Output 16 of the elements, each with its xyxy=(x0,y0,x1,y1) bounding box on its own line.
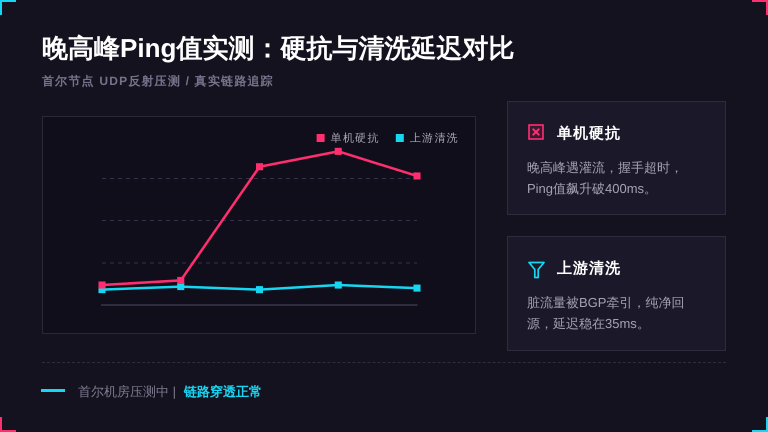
point xyxy=(413,172,421,180)
chart-title: 晚高峰Ping值实测：硬抗与清洗延迟对比 xyxy=(42,33,514,63)
point xyxy=(256,163,264,170)
point xyxy=(334,148,342,155)
point xyxy=(177,276,184,284)
info-card: 单机硬抗 晚高峰遇灌流，握手超时，Ping值飙升破400ms。 xyxy=(507,101,726,215)
point xyxy=(256,286,264,294)
legend-label: 单机硬抗 xyxy=(330,132,380,145)
text: 首尔机房压测中 | xyxy=(78,383,176,401)
legend-label: 上游清洗 xyxy=(410,132,460,145)
chart-subtitle: 首尔节点 UDP反射压测 / 真实链路追踪 xyxy=(42,73,274,89)
point xyxy=(413,284,421,292)
text: 链路穿透正常 xyxy=(184,383,262,401)
point xyxy=(334,281,342,289)
point xyxy=(98,281,106,289)
info-card: 上游清洗 脏流量被BGP牵引，纯净回源，延迟稳在35ms。 xyxy=(507,236,726,351)
